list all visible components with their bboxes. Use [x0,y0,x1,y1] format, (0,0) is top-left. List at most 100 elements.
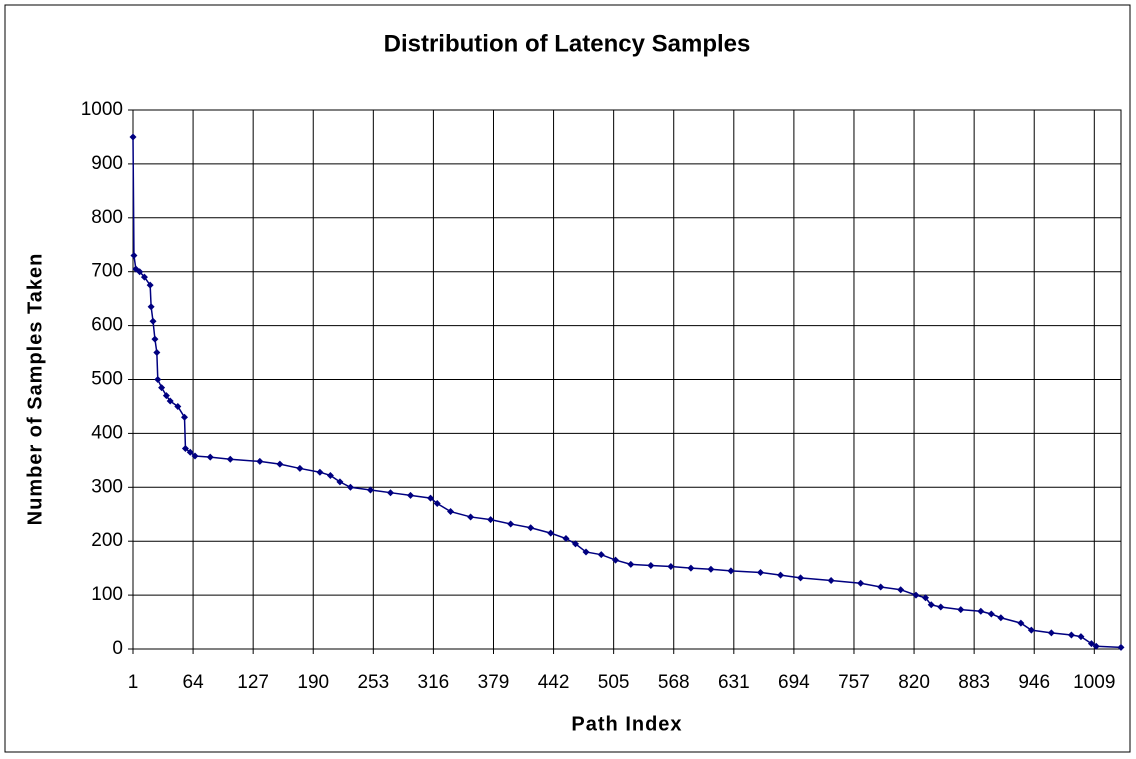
data-point [1117,643,1125,651]
data-point [386,489,394,497]
chart-title: Distribution of Latency Samples [384,30,751,57]
data-point [987,610,995,618]
data-point [206,453,214,461]
data-point [707,565,715,573]
data-point [191,452,199,460]
data-point [1087,640,1095,648]
y-tick-label: 500 [91,369,123,390]
data-point [687,564,695,572]
data-point [627,560,635,568]
data-point [647,561,655,569]
data-point [316,468,324,476]
data-point [1017,619,1025,627]
data-point [186,448,194,456]
data-point [597,551,605,559]
data-point [326,471,334,479]
data-point [296,464,304,472]
x-tick-label: 1009 [1073,672,1115,693]
x-tick-label: 883 [958,672,990,693]
y-tick-label: 200 [91,530,123,551]
x-tick-label: 442 [538,672,570,693]
x-tick-label: 64 [183,672,205,693]
data-point [562,535,570,543]
data-point [912,591,920,599]
data-point [181,444,189,452]
y-tick-label: 900 [91,153,123,174]
x-tick-label: 1 [128,672,139,693]
y-tick-label: 300 [91,476,123,497]
x-tick-label: 820 [898,672,930,693]
data-point [921,594,929,602]
data-point [957,606,965,614]
data-point [149,317,157,325]
x-tick-label: 505 [598,672,630,693]
data-point [1092,642,1100,650]
data-point [146,281,154,289]
data-point [667,563,675,571]
x-tick-label: 631 [718,672,750,693]
y-tick-label: 600 [91,315,123,336]
data-point [487,516,495,524]
data-point [547,529,555,537]
data-point [433,499,441,507]
y-tick-label: 400 [91,422,123,443]
data-point [997,614,1005,622]
data-point [147,303,155,311]
x-tick-label: 946 [1018,672,1050,693]
data-point [757,568,765,576]
data-point [572,540,580,548]
data-point [937,603,945,611]
data-point [346,483,354,491]
data-point [276,460,284,468]
data-point [407,491,415,499]
data-point [256,457,264,465]
data-point [427,494,435,502]
data-point [1047,629,1055,637]
data-point [130,252,138,260]
data-point [727,567,735,575]
data-point [336,478,344,486]
y-tick-label: 700 [91,261,123,282]
x-tick-label: 316 [418,672,450,693]
data-point [151,335,159,343]
data-point [827,577,835,585]
data-point [174,402,182,410]
data-point [366,486,374,494]
data-point [154,376,162,383]
data-point [162,392,170,400]
x-tick-label: 127 [237,672,269,693]
y-tick-label: 100 [91,584,123,605]
x-tick-label: 694 [778,672,810,693]
x-tick-label: 568 [658,672,690,693]
data-point [1067,631,1075,639]
x-tick-label: 253 [357,672,389,693]
data-point [226,455,234,463]
data-point [158,384,166,392]
data-point [877,583,885,591]
data-point [507,520,515,528]
data-point [582,548,590,556]
data-point [857,579,865,587]
data-point [777,571,785,579]
y-tick-label: 1000 [81,99,123,120]
x-tick-label: 379 [478,672,510,693]
data-point [897,586,905,594]
data-point [140,273,148,281]
data-point [153,349,161,357]
x-tick-label: 190 [297,672,329,693]
y-axis-title: Number of Samples Taken [24,253,46,526]
data-point [467,513,475,521]
data-point [136,268,144,276]
data-point [797,574,805,582]
data-point [180,413,188,421]
data-point [1027,626,1035,634]
data-point [166,397,174,405]
x-tick-label: 757 [838,672,870,693]
data-point [129,133,137,141]
data-point [447,508,455,516]
x-axis-title: Path Index [571,713,682,735]
data-point [977,607,985,615]
y-tick-label: 0 [112,638,123,659]
y-tick-label: 800 [91,207,123,228]
